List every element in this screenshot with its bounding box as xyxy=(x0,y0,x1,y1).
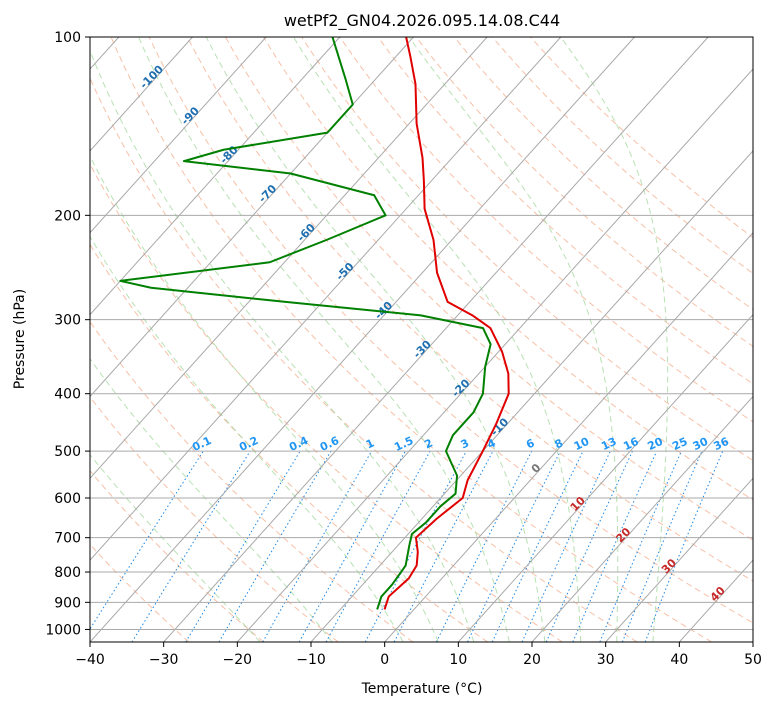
isotherm--30 xyxy=(163,37,709,642)
mixing-ratio-label: 13 xyxy=(599,435,618,453)
mixing-ratio-30 xyxy=(621,450,703,642)
dewpoint-line xyxy=(119,37,492,610)
dry-adiabat--10 xyxy=(90,395,339,642)
plot-frame xyxy=(89,36,754,643)
dry-adiabat-80 xyxy=(263,37,753,501)
dry-adiabat-40 xyxy=(110,37,713,642)
mixing-ratio-1 xyxy=(262,450,373,642)
isotherm--10 xyxy=(310,150,753,642)
isotherm--20 xyxy=(236,68,753,642)
x-tick-label: −30 xyxy=(149,652,179,668)
dry-adiabat-140 xyxy=(491,37,753,274)
isotherm-30 xyxy=(605,477,753,642)
y-tick-label: 200 xyxy=(54,208,81,224)
y-axis: 1000 900 800 700 600 500 400 300 200 100 xyxy=(45,30,90,638)
x-tick-label: 40 xyxy=(670,652,688,668)
x-tick-label: 0 xyxy=(380,652,389,668)
isotherm--80 xyxy=(90,37,341,316)
isotherm-0 xyxy=(384,231,753,642)
chart-title: wetPf2_GN04.2026.095.14.08.C44 xyxy=(284,11,560,31)
mixing-ratio-0.2 xyxy=(131,450,251,642)
y-tick-label: 900 xyxy=(54,595,81,611)
isotherms xyxy=(90,37,753,642)
background-lines xyxy=(90,37,753,642)
y-tick-label: 300 xyxy=(54,313,81,329)
dry-adiabat-10 xyxy=(90,243,488,642)
y-tick-label: 600 xyxy=(54,491,81,507)
isotherm-10 xyxy=(457,313,753,642)
moist-adiabat-5 xyxy=(90,155,439,642)
isotherm--70 xyxy=(90,37,414,398)
mixing-ratio-13 xyxy=(521,450,611,642)
isotherm--90 xyxy=(90,37,267,234)
dry-adiabat-50 xyxy=(148,37,753,624)
x-tick-label: −20 xyxy=(223,652,253,668)
dry-adiabat-120 xyxy=(415,37,753,348)
y-tick-label: 800 xyxy=(54,565,81,581)
plot-background xyxy=(90,37,753,642)
mixing-ratio-lines xyxy=(90,450,724,642)
moist-adiabat-30 xyxy=(408,37,619,642)
x-tick-label: 20 xyxy=(523,652,541,668)
y-tick-label: 700 xyxy=(54,531,81,547)
dry-adiabat-20 xyxy=(90,162,563,642)
mixing-ratio-label: 30 xyxy=(691,435,711,453)
isotherm--60 xyxy=(90,37,488,480)
y-tick-label: 1000 xyxy=(45,622,81,638)
moist-adiabat--20 xyxy=(90,453,261,642)
moist-adiabat-35 xyxy=(560,37,669,642)
x-tick-label: −10 xyxy=(296,652,326,668)
y-axis-title: Pressure (hPa) xyxy=(12,289,28,389)
x-tick-label: −40 xyxy=(75,652,105,668)
moist-adiabat-15 xyxy=(138,37,510,642)
mixing-ratio-label: 36 xyxy=(712,435,732,453)
moist-adiabat-10 xyxy=(90,49,475,642)
moist-adiabat-0 xyxy=(90,235,404,642)
mixing-ratio-label: 10 xyxy=(572,435,592,453)
dry-adiabat-110 xyxy=(377,37,753,385)
isotherm--40 xyxy=(90,37,635,642)
dry-adiabat-60 xyxy=(186,37,753,582)
isotherm--100 xyxy=(90,37,193,152)
moist-adiabat--10 xyxy=(90,357,333,642)
temperature-line xyxy=(383,37,510,610)
isotherm--50 xyxy=(90,37,562,561)
mixing-ratio-16 xyxy=(545,450,633,642)
mixing-ratio-10 xyxy=(491,450,584,642)
isotherm-20 xyxy=(531,395,753,642)
mixing-ratio-0.4 xyxy=(185,450,301,642)
mixing-ratio-1.5 xyxy=(298,450,406,642)
isobars xyxy=(90,37,753,630)
moist-adiabat-20 xyxy=(205,37,546,642)
mixing-ratio-label: 16 xyxy=(621,435,641,453)
y-tick-label: 500 xyxy=(54,444,81,460)
mixing-ratio-2 xyxy=(325,450,431,642)
mixing-ratio-label: 25 xyxy=(670,435,689,453)
dry-adiabat-70 xyxy=(224,37,753,541)
mixing-ratio-25 xyxy=(599,450,682,642)
dry-adiabat-0 xyxy=(90,320,414,642)
x-axis: −40 −30 −20 −10 0 10 20 30 40 50 xyxy=(75,642,762,668)
x-tick-label: 50 xyxy=(744,652,762,668)
mixing-ratio-label: 20 xyxy=(646,435,666,453)
x-tick-label: 30 xyxy=(597,652,615,668)
y-tick-label: 400 xyxy=(54,387,81,403)
mixing-ratio-8 xyxy=(467,450,561,642)
dry-adiabat-100 xyxy=(339,37,753,423)
dry-adiabat-30 xyxy=(90,76,638,642)
mixing-ratio-0.6 xyxy=(218,450,332,642)
dry-adiabats xyxy=(90,37,753,642)
mixing-ratio-0.1 xyxy=(90,450,204,630)
x-axis-title: Temperature (°C) xyxy=(361,681,483,697)
dry-adiabat-130 xyxy=(453,37,753,311)
x-tick-label: 10 xyxy=(449,652,467,668)
moist-adiabat-25 xyxy=(293,37,582,642)
y-tick-label: 100 xyxy=(54,30,81,46)
sounding-profiles xyxy=(119,37,510,610)
moist-adiabats xyxy=(90,37,669,642)
